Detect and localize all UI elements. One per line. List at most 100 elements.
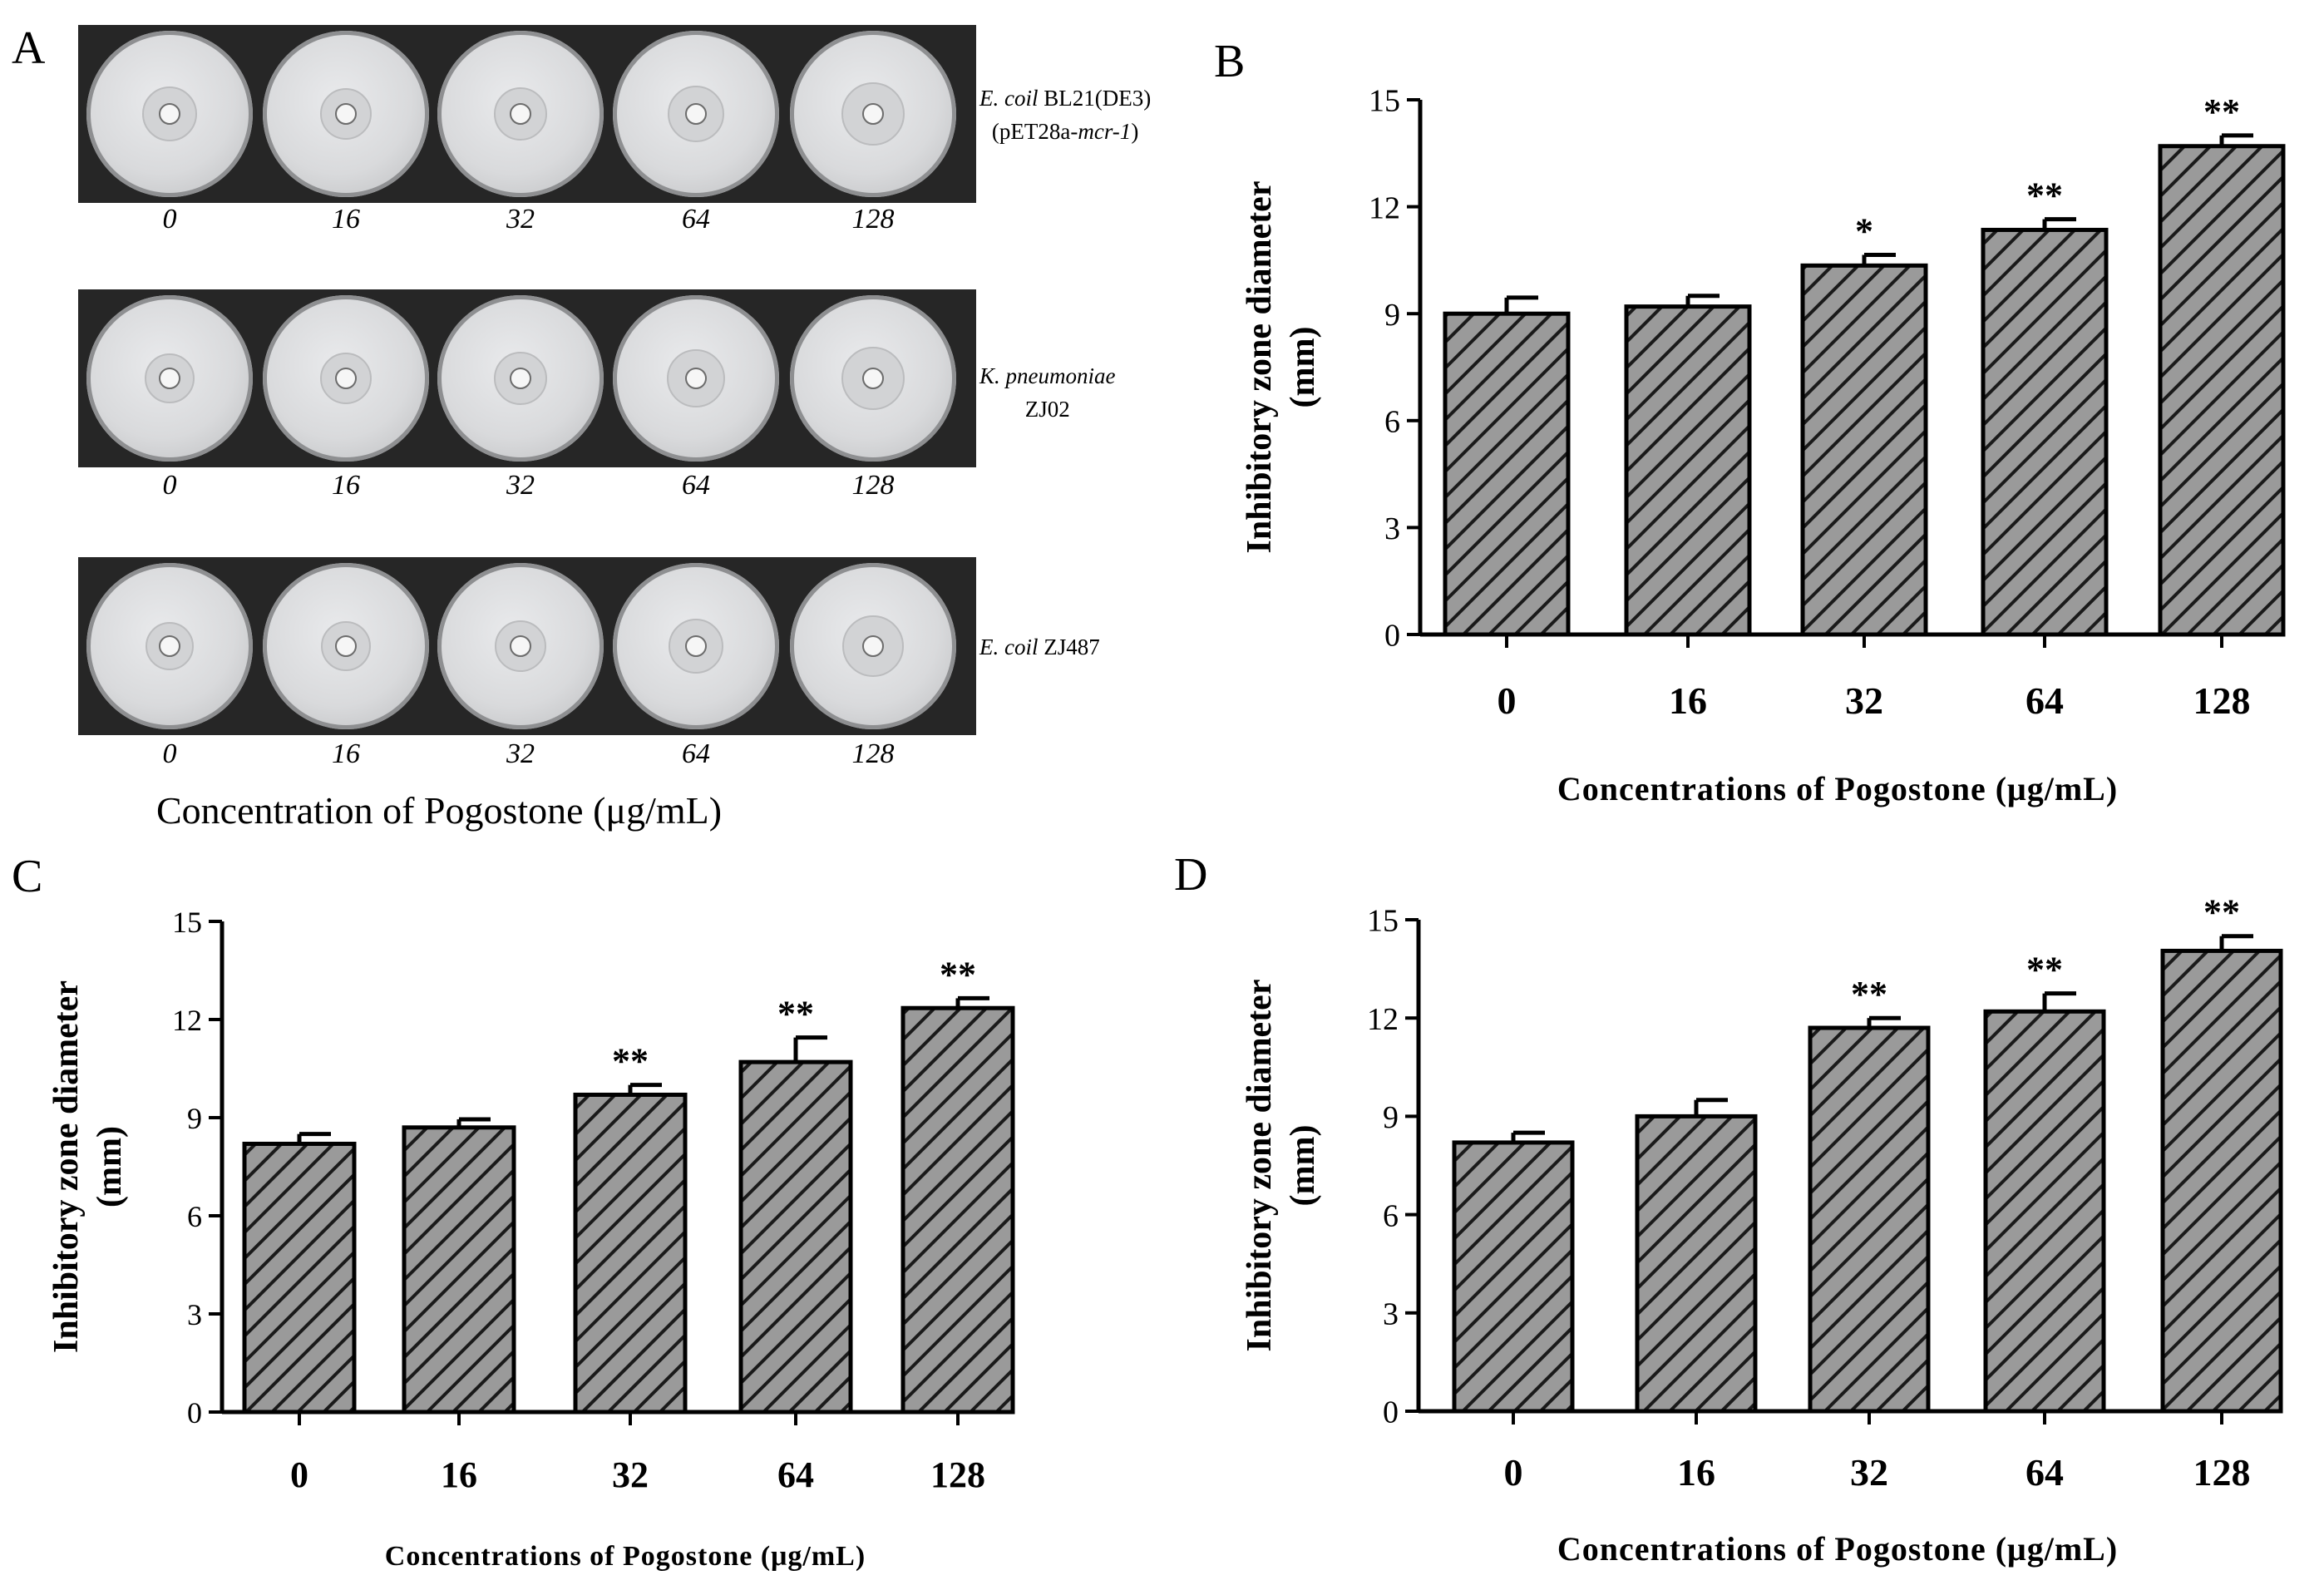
y-axis-title: Inhibitory zone diameter <box>47 980 86 1353</box>
significance-marker: ** <box>2203 91 2240 132</box>
agar-plate <box>86 295 253 462</box>
antibiotic-disk <box>685 103 707 125</box>
bar <box>1443 311 1571 637</box>
y-tick-label: 3 <box>1383 1296 1399 1331</box>
agar-plate <box>86 31 253 197</box>
antibiotic-disk <box>335 635 357 657</box>
concentration-label: 128 <box>851 470 895 501</box>
agar-plate <box>437 295 604 462</box>
antibiotic-disk <box>159 635 180 657</box>
antibiotic-disk <box>159 103 180 125</box>
plate-row-2 <box>78 289 976 467</box>
category-label: 0 <box>290 1454 308 1495</box>
panel-a-caption: Concentration of Pogostone (μg/mL) <box>156 789 723 832</box>
concentration-label: 16 <box>332 204 360 235</box>
x-axis-title: Concentrations of Pogostone (μg/mL) <box>385 1541 866 1572</box>
significance-marker: ** <box>777 994 814 1034</box>
agar-plate <box>437 563 604 729</box>
panel-a-letter: A <box>12 22 46 74</box>
bar <box>1981 227 2109 637</box>
significance-marker: * <box>1855 210 1873 251</box>
bar <box>1800 263 1928 637</box>
antibiotic-disk <box>335 368 357 389</box>
antibiotic-disk <box>510 368 531 389</box>
y-tick-label: 6 <box>1384 404 1400 439</box>
y-axis-title: Inhibitory zone diameter <box>1241 980 1279 1352</box>
agar-plate <box>263 563 429 729</box>
category-label: 16 <box>1677 1451 1715 1494</box>
bar <box>2160 948 2283 1414</box>
agar-plate <box>437 31 604 197</box>
antibiotic-disk <box>685 635 707 657</box>
inhibition-zone <box>841 347 905 410</box>
strain-label: K. pneumoniae ZJ02 <box>979 363 1116 422</box>
y-axis-title: (mm) <box>1284 327 1322 408</box>
y-tick-label: 6 <box>1383 1198 1399 1233</box>
concentration-label: 0 <box>162 470 177 501</box>
category-label: 32 <box>1850 1451 1888 1494</box>
agar-plate <box>790 295 956 462</box>
concentration-label: 128 <box>851 738 895 769</box>
y-tick-label: 3 <box>1384 511 1400 546</box>
y-tick-label: 3 <box>187 1298 202 1331</box>
inhibition-zone <box>142 86 197 141</box>
significance-marker: ** <box>2203 892 2240 933</box>
antibiotic-disk <box>335 103 357 125</box>
agar-plate <box>790 31 956 197</box>
panel-letter: C <box>12 851 42 902</box>
y-tick-label: 15 <box>172 906 202 939</box>
bar <box>402 1125 516 1415</box>
y-tick-label: 0 <box>1383 1395 1399 1430</box>
y-tick-label: 0 <box>187 1396 202 1430</box>
panel-letter: D <box>1174 849 1207 901</box>
bar <box>1452 1140 1575 1414</box>
x-axis-title: Concentrations of Pogostone (μg/mL) <box>1557 1530 2118 1568</box>
antibiotic-disk <box>510 635 531 657</box>
bar <box>2158 144 2286 637</box>
significance-marker: ** <box>2026 950 2063 990</box>
significance-marker: ** <box>2026 175 2063 216</box>
y-axis-title: (mm) <box>1284 1125 1322 1207</box>
y-tick-label: 6 <box>187 1200 202 1233</box>
bar <box>900 1005 1015 1415</box>
concentration-label: 32 <box>506 470 535 501</box>
category-label: 64 <box>2025 1451 2064 1494</box>
concentration-label: 32 <box>506 738 535 769</box>
bar <box>1808 1025 1931 1414</box>
y-tick-label: 9 <box>1384 298 1400 333</box>
antibiotic-disk <box>510 103 531 125</box>
y-tick-label: 15 <box>1369 84 1400 119</box>
category-label: 32 <box>1845 679 1883 722</box>
bar <box>1635 1113 1758 1414</box>
concentration-label: 0 <box>162 738 177 769</box>
bar <box>738 1059 853 1415</box>
category-label: 0 <box>1504 1451 1523 1494</box>
y-tick-label: 12 <box>1367 1002 1399 1037</box>
significance-marker: ** <box>940 954 976 995</box>
y-tick-label: 0 <box>1384 619 1400 654</box>
category-label: 128 <box>2193 1451 2251 1494</box>
y-tick-label: 15 <box>1367 904 1399 939</box>
concentration-label: 64 <box>682 470 710 501</box>
plate-row-1 <box>78 25 976 203</box>
agar-plate <box>86 563 253 729</box>
agar-plate <box>790 563 956 729</box>
bar <box>242 1141 357 1415</box>
y-tick-label: 9 <box>187 1102 202 1135</box>
antibiotic-disk <box>862 635 884 657</box>
concentration-label: 0 <box>162 204 177 235</box>
category-label: 0 <box>1498 679 1517 722</box>
agar-plate <box>613 563 779 729</box>
y-axis-title: Inhibitory zone diameter <box>1241 181 1279 554</box>
concentration-label: 64 <box>682 738 710 769</box>
significance-marker: ** <box>612 1041 649 1082</box>
antibiotic-disk <box>685 368 707 389</box>
bar <box>1624 304 1752 637</box>
category-label: 128 <box>2193 679 2251 722</box>
concentration-label: 32 <box>506 204 535 235</box>
antibiotic-disk <box>862 368 884 389</box>
bar <box>573 1092 688 1415</box>
antibiotic-disk <box>159 368 180 389</box>
category-label: 128 <box>930 1454 985 1495</box>
x-axis-title: Concentrations of Pogostone (μg/mL) <box>1557 770 2118 807</box>
